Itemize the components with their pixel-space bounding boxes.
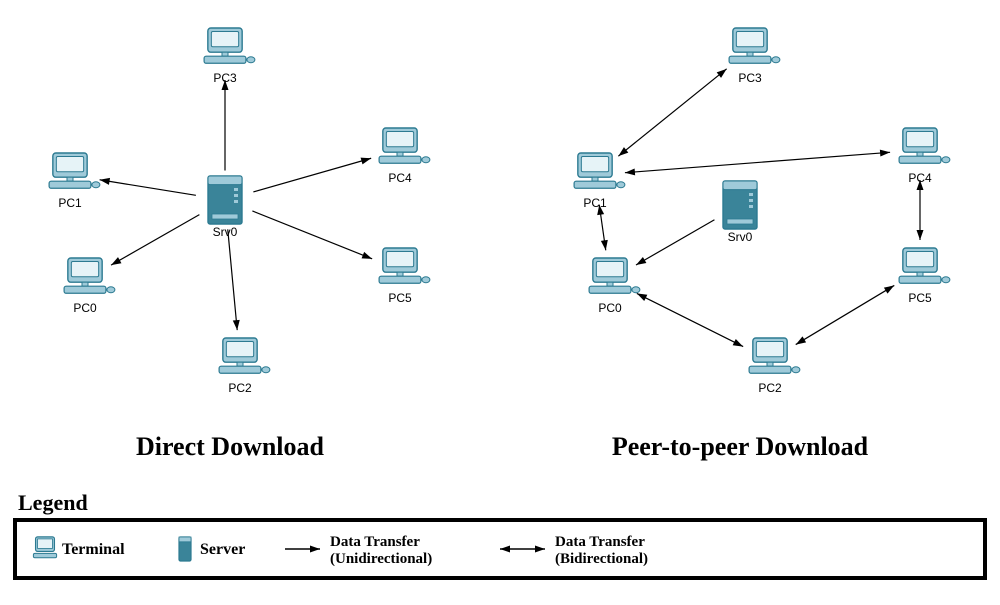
svg-text:PC1: PC1 (58, 196, 82, 210)
svg-text:(Bidirectional): (Bidirectional) (555, 551, 648, 567)
svg-text:PC0: PC0 (598, 301, 622, 315)
legend-terminal-label: Terminal (62, 541, 125, 558)
svg-text:Srv0: Srv0 (213, 225, 238, 239)
p2p-edge (618, 69, 726, 156)
p2p-edge (796, 285, 895, 344)
svg-text:PC2: PC2 (228, 381, 252, 395)
svg-text:Data Transfer: Data Transfer (555, 534, 645, 550)
network-diagram: Srv0 PC3 PC4 PC5 PC2 PC0 PC1 Srv0 PC3 PC4 PC5 PC2 PC… (0, 0, 1000, 600)
svg-text:Peer-to-peer Download: Peer-to-peer Download (612, 432, 869, 461)
direct-edge (222, 80, 229, 171)
legend-heading: Legend (18, 490, 88, 515)
direct-edge (111, 215, 199, 265)
direct-edge (228, 229, 240, 330)
p2p-pc3: PC3 (729, 28, 780, 85)
legend-terminal-icon (33, 537, 56, 558)
svg-text:PC5: PC5 (388, 291, 412, 305)
direct-edge (253, 158, 371, 192)
legend-uni-arrow (285, 546, 320, 553)
p2p-pc2: PC2 (749, 338, 800, 395)
p2p-edge (636, 220, 714, 265)
svg-text:PC3: PC3 (738, 71, 762, 85)
direct-pc0: PC0 (64, 258, 115, 315)
nodes-layer: Srv0 PC3 PC4 PC5 PC2 PC0 PC1 Srv0 PC3 PC4 PC5 PC2 PC… (49, 28, 950, 395)
p2p-edge (597, 205, 608, 251)
direct-edge (100, 178, 196, 195)
direct-pc2: PC2 (219, 338, 270, 395)
p2p-pc5: PC5 (899, 248, 950, 305)
direct-server: Srv0 (208, 176, 242, 239)
svg-text:PC0: PC0 (73, 301, 97, 315)
legend-server-icon (179, 537, 191, 561)
p2p-pc1: PC1 (574, 153, 625, 210)
p2p-edge (625, 150, 890, 176)
direct-pc3: PC3 (204, 28, 255, 85)
p2p-edge (637, 293, 743, 346)
legend-server-label: Server (200, 541, 245, 558)
svg-text:PC3: PC3 (213, 71, 237, 85)
p2p-server: Srv0 (723, 181, 757, 244)
direct-pc1: PC1 (49, 153, 100, 210)
svg-text:PC2: PC2 (758, 381, 782, 395)
svg-text:Data Transfer: Data Transfer (330, 534, 420, 550)
direct-edge (252, 211, 372, 259)
svg-text:PC4: PC4 (908, 171, 932, 185)
p2p-edge (917, 180, 924, 240)
svg-text:Direct Download: Direct Download (136, 432, 325, 461)
direct-pc5: PC5 (379, 248, 430, 305)
direct-pc4: PC4 (379, 128, 430, 185)
svg-text:PC5: PC5 (908, 291, 932, 305)
svg-text:(Unidirectional): (Unidirectional) (330, 551, 432, 567)
p2p-pc4: PC4 (899, 128, 950, 185)
svg-text:PC4: PC4 (388, 171, 412, 185)
legend-bi-arrow (500, 546, 545, 553)
p2p-pc0: PC0 (589, 258, 640, 315)
svg-text:PC1: PC1 (583, 196, 607, 210)
svg-text:Srv0: Srv0 (728, 230, 753, 244)
